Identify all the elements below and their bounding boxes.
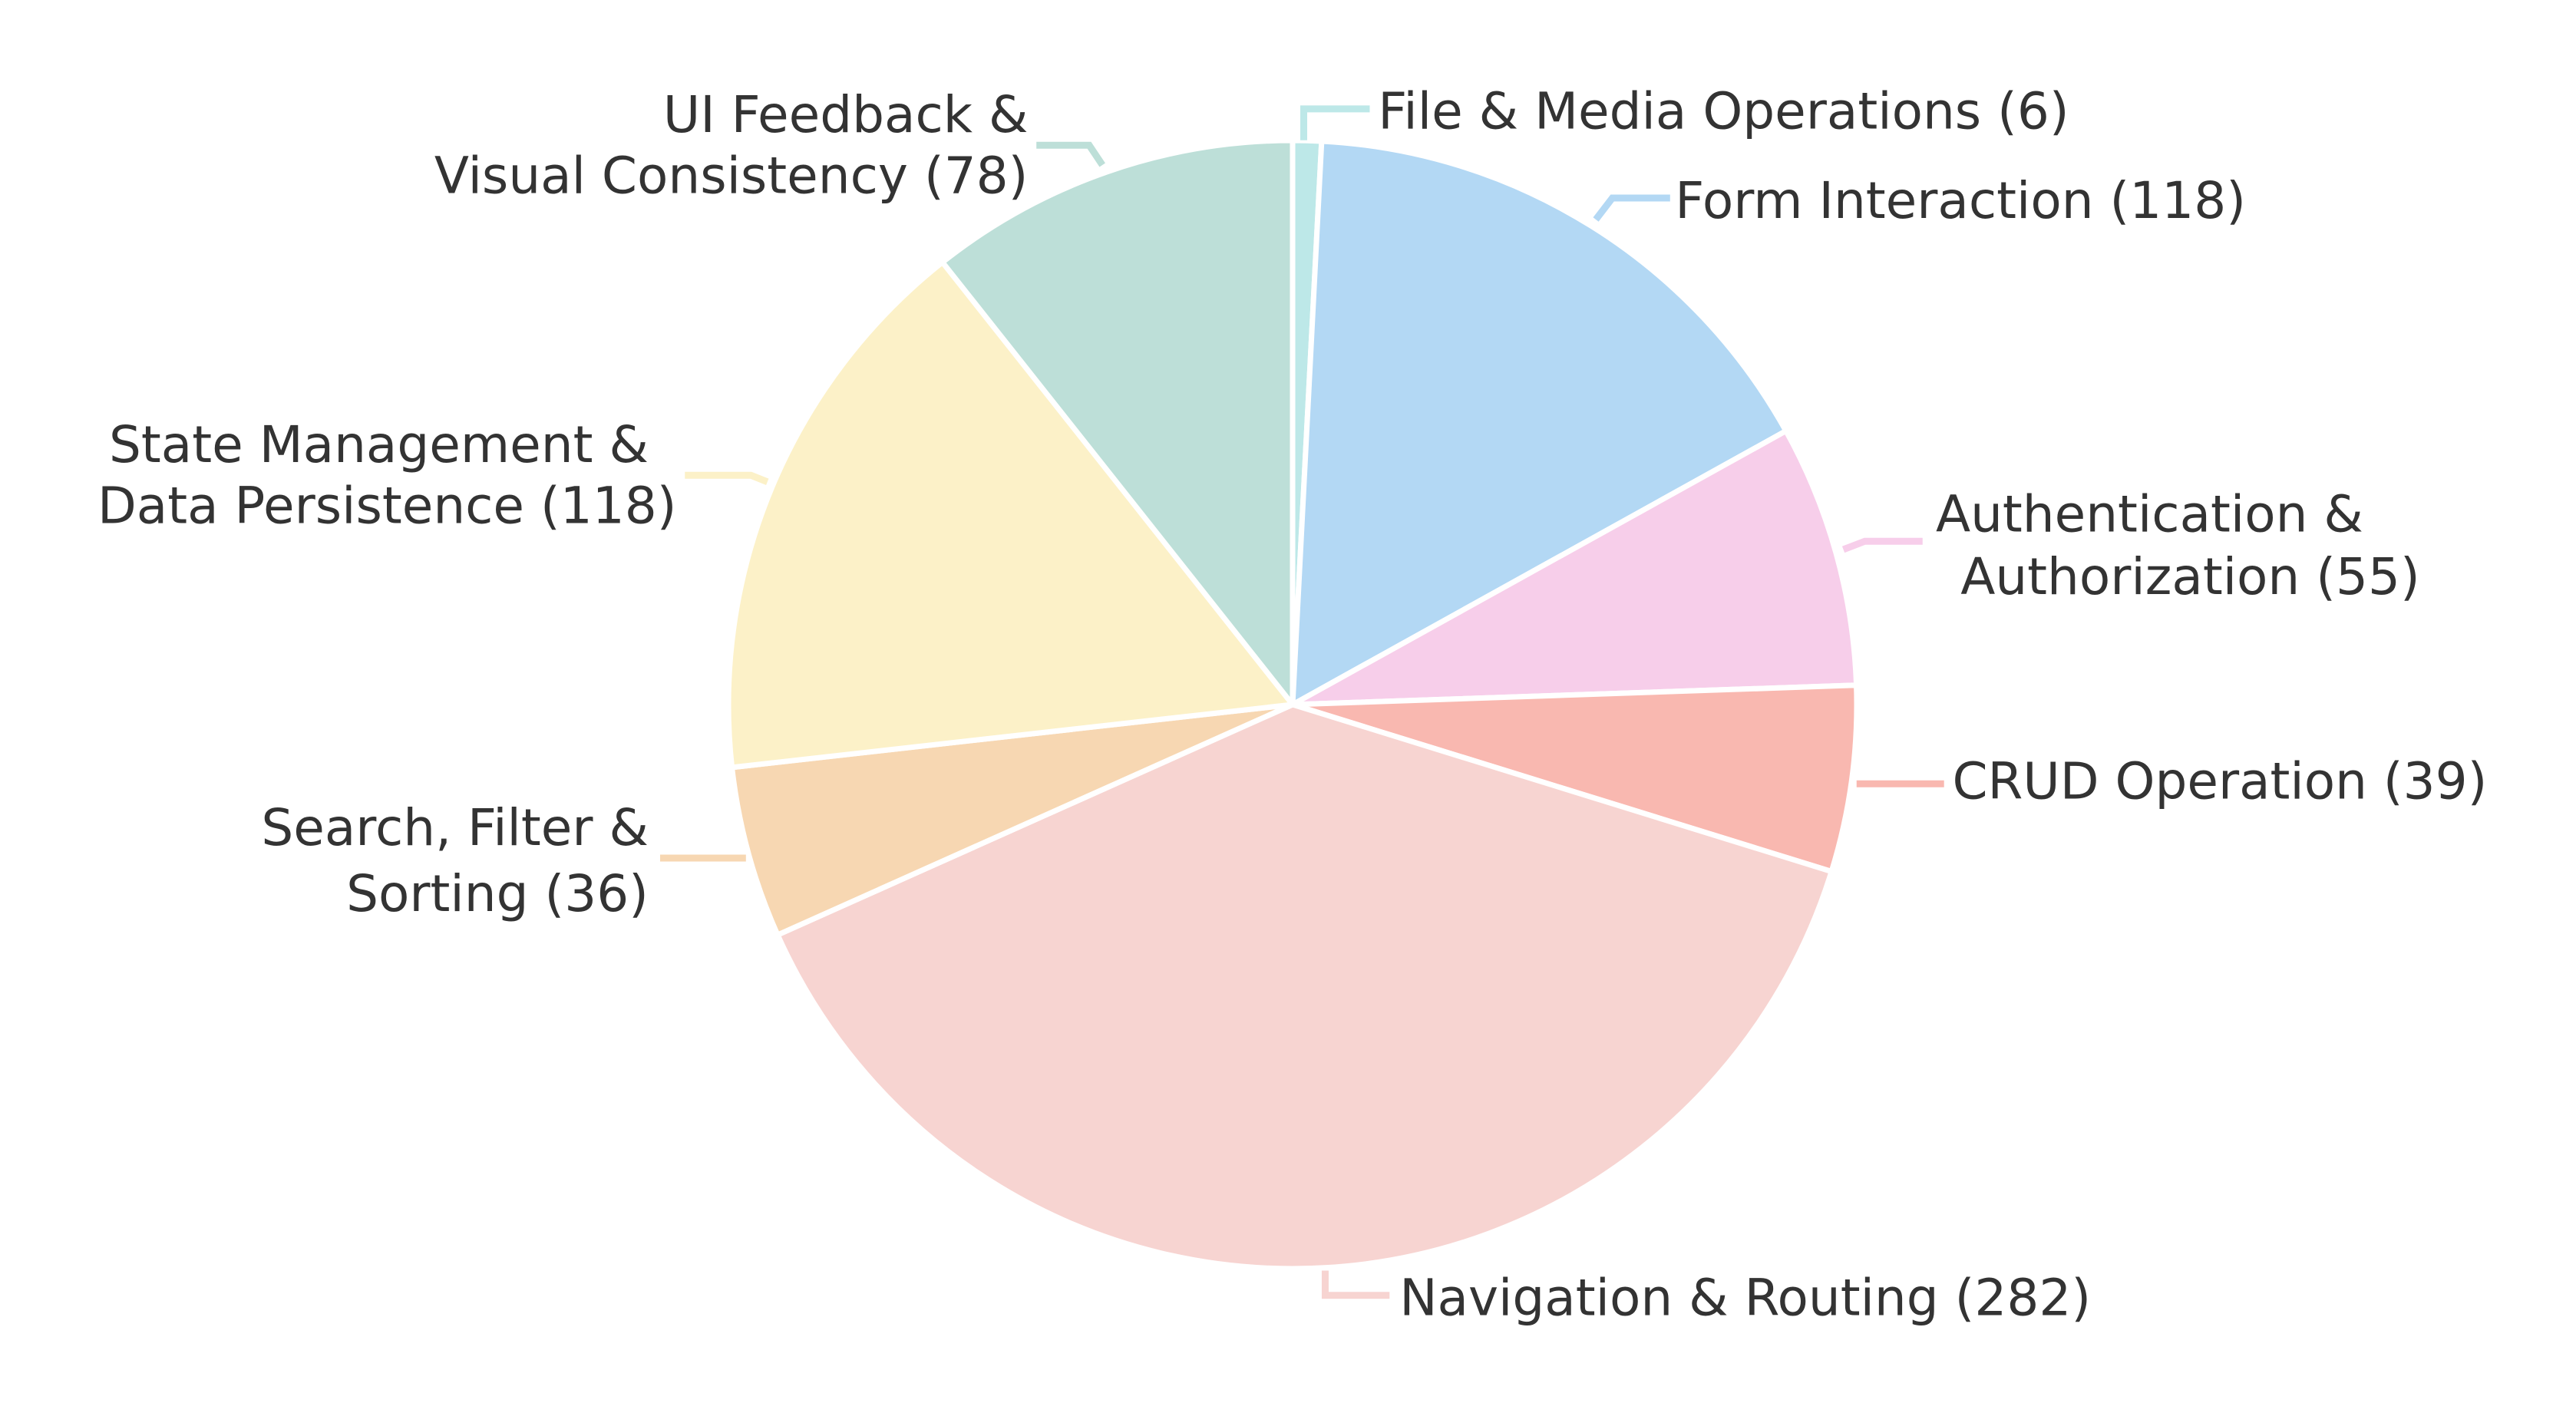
slice-label: Visual Consistency (78) (434, 147, 1029, 206)
leader-line (1841, 537, 1923, 553)
pie-slice (725, 259, 1296, 771)
pie-slice (940, 137, 1296, 708)
pie-slice (1290, 682, 1860, 875)
leader-line (685, 471, 769, 485)
pie-slice (1290, 138, 1789, 708)
slice-label: Authorization (55) (1960, 547, 2420, 606)
slice-label: Data Persistence (118) (97, 477, 677, 536)
slice-label: File & Media Operations (6) (1378, 82, 2069, 141)
leader-line (1036, 141, 1105, 167)
pie-slice (774, 702, 1835, 1272)
leader-line (1300, 105, 1370, 140)
slice-label: Sorting (36) (346, 864, 649, 923)
pie-slice (729, 702, 1296, 938)
leader-line (1593, 194, 1670, 222)
leader-line (1321, 1270, 1390, 1299)
slice-label: Authentication & (1936, 484, 2363, 543)
slice-label: State Management & (109, 415, 649, 474)
slice-label: CRUD Operation (39) (1952, 752, 2487, 811)
slice-label: UI Feedback & (663, 85, 1029, 144)
slice-label: Search, Filter & (261, 798, 649, 857)
slice-label: Navigation & Routing (282) (1399, 1269, 2091, 1328)
slice-label: Form Interaction (118) (1675, 171, 2246, 230)
pie-slice (1290, 428, 1860, 708)
